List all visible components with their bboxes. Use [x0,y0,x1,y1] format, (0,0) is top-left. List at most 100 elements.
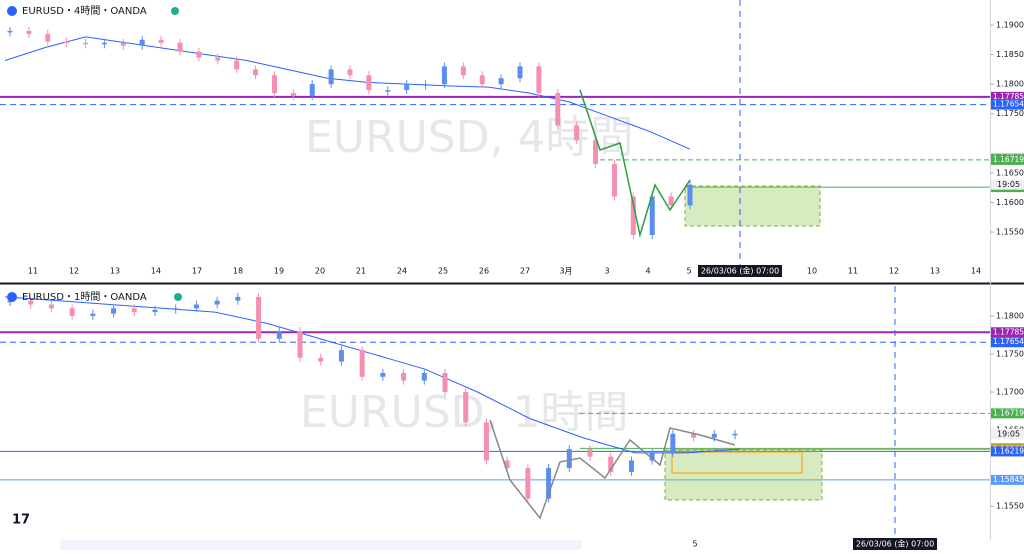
candle [131,308,137,313]
price-tick-label: 1.18000 [996,80,1024,89]
symbol-icon [7,6,17,16]
price-label-bg [991,99,1024,110]
candle [479,75,485,85]
zigzag-drawing [489,419,736,520]
date-label: 12 [69,267,79,276]
date-label: 4 [645,267,650,276]
time-label-bg [991,179,1024,190]
date-label: 26 [479,267,489,276]
chart-panel: EURUSD, 4時間1.190001.185001.180001.175001… [0,0,1024,277]
candle [608,456,614,472]
candle [423,84,429,86]
candle [271,75,277,94]
price-tick-label: 1.19000 [996,21,1024,30]
price-tick-label: 1.16000 [996,198,1024,207]
candle [234,60,240,70]
countdown-label: 19:05 [997,429,1020,438]
target-zone [664,449,823,501]
cursor-date: 26/03/06 (金) 07:00 [856,539,934,549]
candle [48,304,54,309]
date-label: 20 [315,267,325,276]
price-level-label: 1.16719 [993,408,1024,417]
candle [366,75,372,91]
price-tick-label: 1.17000 [996,387,1024,396]
candle [111,308,117,314]
price-label-bg [991,154,1024,165]
candle [732,433,738,436]
chart-panel: EURUSD, 1時間1.180001.175001.170001.165001… [0,286,1024,550]
candle [649,196,655,235]
date-label: 18 [233,267,243,276]
candle [630,196,636,235]
candle [26,30,32,34]
candle [253,69,259,76]
candle [120,42,126,46]
candle [256,296,262,339]
candle [463,391,469,423]
candle [196,51,202,58]
time-label-bg [991,428,1024,439]
candle [711,433,717,438]
symbol-icon [7,292,17,302]
candle [139,39,145,46]
candle [587,449,593,457]
price-tick-label: 1.18000 [996,311,1024,320]
price-level-label: 1.17654 [993,100,1024,109]
date-label: 27 [520,267,530,276]
candle [401,372,407,381]
candle [177,42,183,52]
candle [309,84,315,96]
drawing-toolbar[interactable] [60,540,582,550]
candle [525,468,531,499]
candle [90,313,96,316]
price-tick-label: 1.17500 [996,109,1024,118]
order-zone [671,451,803,474]
date-label: 25 [438,267,448,276]
candle [359,350,365,377]
price-label-bg [991,327,1024,338]
candle [380,372,386,377]
price-level-label: 1.17654 [993,337,1024,346]
candle [338,350,344,362]
candle [152,309,158,313]
candle [421,372,427,381]
candle [7,30,13,33]
candle [404,84,410,91]
candle [69,308,75,316]
candle [385,90,391,92]
price-tick-label: 1.18500 [996,50,1024,59]
price-label-bg [991,474,1024,485]
candle [215,57,221,61]
cursor-date-bg [698,265,782,277]
cursor-date-bg [853,538,937,550]
candle [214,300,220,305]
market-status [174,293,182,301]
candle [483,422,489,461]
candle [668,196,674,206]
candle [173,308,179,310]
candle [193,304,199,309]
candle [460,66,466,76]
candle [670,433,676,453]
countdown-label: 19:05 [997,180,1020,189]
date-label: 12 [889,267,899,276]
date-label: 14 [971,267,981,276]
candle [517,66,523,79]
price-level-label: 1.17785 [993,92,1024,101]
price-label-bg [991,446,1024,457]
price-label-bg [991,91,1024,102]
watermark: EURUSD, 4時間 [305,112,634,163]
date-label: 13 [930,267,940,276]
price-level-label: 1.16719 [993,155,1024,164]
price-level-label: 1.15845 [993,475,1024,484]
candle [235,296,241,301]
candle [504,460,510,469]
candle [574,125,580,141]
candle [158,39,164,43]
candle [536,66,542,94]
candle [691,433,697,438]
candle [290,93,296,96]
price-tick-label: 1.15500 [996,228,1024,237]
target-zone [684,185,821,227]
